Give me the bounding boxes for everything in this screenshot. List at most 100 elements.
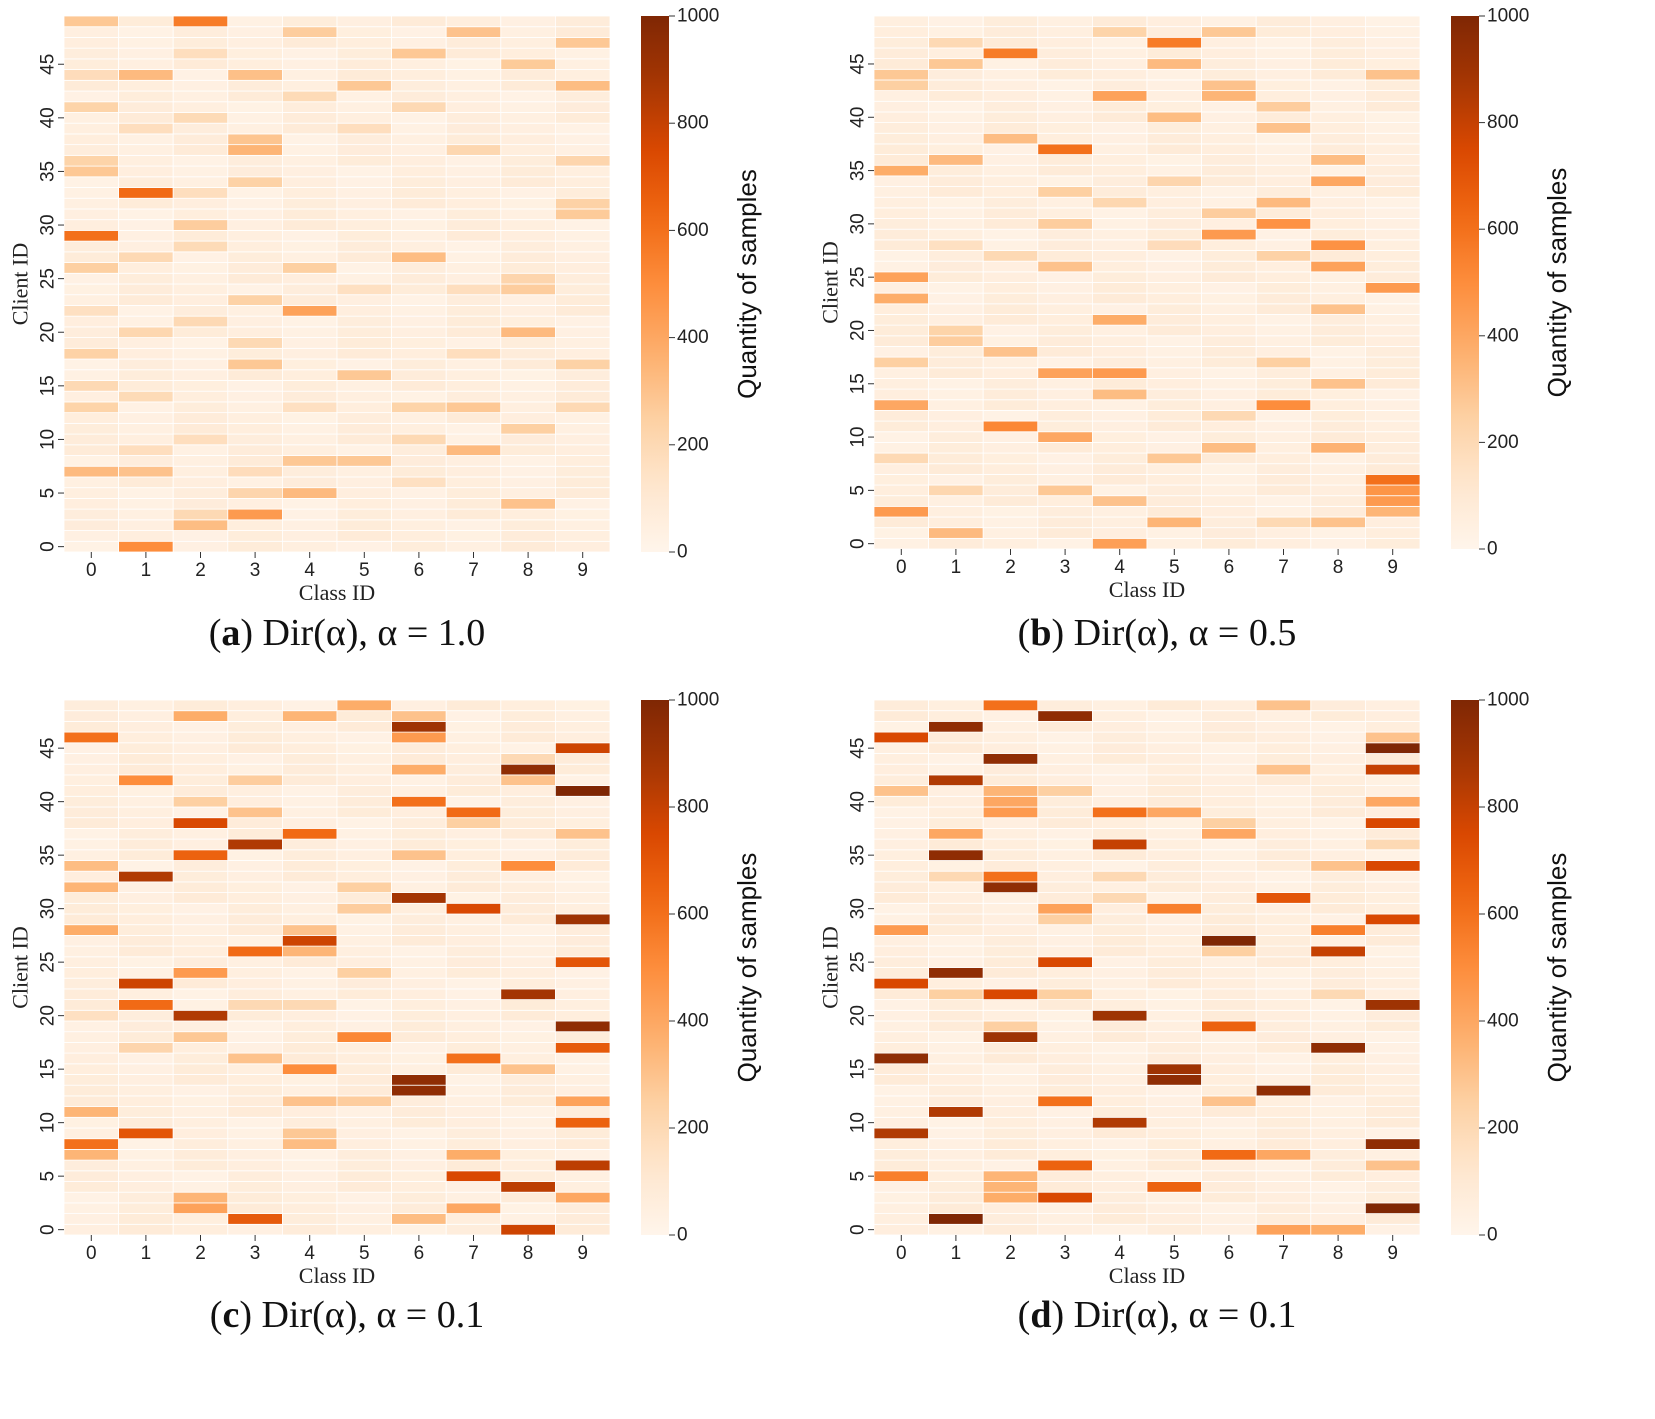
heatmap-cell <box>500 785 556 797</box>
heatmap-cell <box>1255 420 1312 433</box>
heatmap-cell <box>63 956 119 968</box>
heatmap-cell <box>1310 463 1366 475</box>
heatmap-cell <box>63 112 119 124</box>
heatmap-cell <box>1037 36 1093 49</box>
heatmap-cell <box>1146 902 1202 915</box>
heatmap-cell <box>118 892 174 904</box>
heatmap-cell <box>928 484 984 497</box>
heatmap-cell <box>1037 977 1093 990</box>
heatmap-cell <box>1365 924 1421 936</box>
heatmap-cell <box>1146 196 1202 209</box>
heatmap-cell <box>1201 817 1257 829</box>
heatmap-cell <box>873 1213 929 1225</box>
heatmap-cell <box>281 422 338 435</box>
heatmap-cell <box>63 1170 119 1182</box>
heatmap-cell <box>1037 388 1093 401</box>
heatmap-cell <box>1201 795 1257 808</box>
heatmap-cell <box>500 1213 556 1225</box>
heatmap-cell <box>336 1149 392 1161</box>
heatmap-cell <box>1037 1202 1093 1215</box>
heatmap-cell <box>336 1223 392 1236</box>
heatmap-cell <box>336 785 392 797</box>
heatmap-cell <box>1146 26 1202 38</box>
x-axis-title: Class ID <box>1109 577 1185 602</box>
heatmap-cell <box>63 1191 119 1204</box>
heatmap-cell <box>227 710 283 722</box>
heatmap-cell <box>1037 537 1093 550</box>
heatmap-cell <box>1310 36 1366 49</box>
heatmap-cell <box>63 165 119 178</box>
heatmap-cell <box>1146 999 1202 1011</box>
heatmap-cell <box>227 1213 283 1225</box>
heatmap-cell <box>1092 763 1148 776</box>
heatmap-cell <box>1092 58 1148 70</box>
heatmap-cell <box>500 69 556 81</box>
heatmap-cell <box>500 967 556 979</box>
heatmap-cell <box>500 476 556 489</box>
heatmap-cell <box>500 390 556 403</box>
heatmap-cell <box>1310 335 1366 347</box>
heatmap-cell <box>873 100 929 113</box>
heatmap-cell <box>281 1052 338 1065</box>
heatmap-cell <box>1201 410 1257 422</box>
heatmap-cell <box>172 219 229 231</box>
heatmap-cell <box>336 1159 392 1172</box>
heatmap-cell <box>1310 154 1366 166</box>
caption-open-paren: ( <box>210 1294 223 1336</box>
heatmap-cell <box>172 1138 229 1150</box>
heatmap-cell <box>1146 1170 1202 1182</box>
heatmap-cell <box>336 229 392 242</box>
heatmap-cell <box>391 892 447 904</box>
heatmap-cell <box>555 838 611 851</box>
heatmap-cell <box>555 1052 611 1065</box>
heatmap-cell <box>1201 516 1257 529</box>
heatmap-cell <box>118 508 174 521</box>
heatmap-cell <box>445 112 502 124</box>
y-tick-label: 15 <box>38 1059 59 1080</box>
heatmap-cell <box>555 721 611 733</box>
heatmap-cell <box>336 817 392 829</box>
heatmap-cell <box>873 795 929 808</box>
heatmap-cell <box>1201 1116 1257 1129</box>
heatmap-cell <box>63 1020 119 1033</box>
heatmap-cell <box>336 101 392 113</box>
heatmap-cell <box>118 165 174 178</box>
heatmap-cell <box>281 721 338 733</box>
heatmap-cell <box>172 90 229 103</box>
heatmap-cell <box>982 828 1039 840</box>
heatmap-cell <box>1255 1138 1312 1150</box>
heatmap-cell <box>1037 26 1093 38</box>
heatmap-cell <box>1255 303 1312 315</box>
heatmap-cell <box>63 731 119 744</box>
heatmap-cell <box>445 828 502 840</box>
heatmap-cell <box>445 1159 502 1172</box>
heatmap-cell <box>1092 463 1148 475</box>
heatmap-cell <box>227 1074 283 1086</box>
heatmap-cell <box>445 272 502 285</box>
heatmap-cell <box>445 1106 502 1118</box>
heatmap-cell <box>1201 956 1257 968</box>
heatmap-cell <box>1146 806 1202 819</box>
heatmap-cell <box>172 187 229 199</box>
heatmap-cell <box>928 710 984 722</box>
heatmap-cell <box>1092 26 1148 38</box>
heatmap-cell <box>873 132 929 145</box>
x-tick-label: 0 <box>86 1243 97 1264</box>
heatmap-cell <box>928 378 984 390</box>
heatmap-cell <box>391 380 447 392</box>
heatmap-cell <box>1310 1009 1366 1022</box>
heatmap-cell <box>555 122 611 135</box>
heatmap-cell <box>555 849 611 861</box>
heatmap-cell <box>1310 260 1366 273</box>
heatmap-cell <box>873 47 929 60</box>
heatmap-cell <box>928 1106 984 1118</box>
heatmap-cell <box>281 849 338 861</box>
heatmap-cell <box>63 508 119 521</box>
heatmap-cell <box>1255 1052 1312 1065</box>
heatmap-cell <box>873 1020 929 1033</box>
heatmap-cell <box>1146 399 1202 411</box>
heatmap-cell <box>1201 441 1257 454</box>
heatmap-cell <box>445 165 502 178</box>
heatmap-cell <box>118 913 174 926</box>
heatmap-cell <box>500 935 556 947</box>
